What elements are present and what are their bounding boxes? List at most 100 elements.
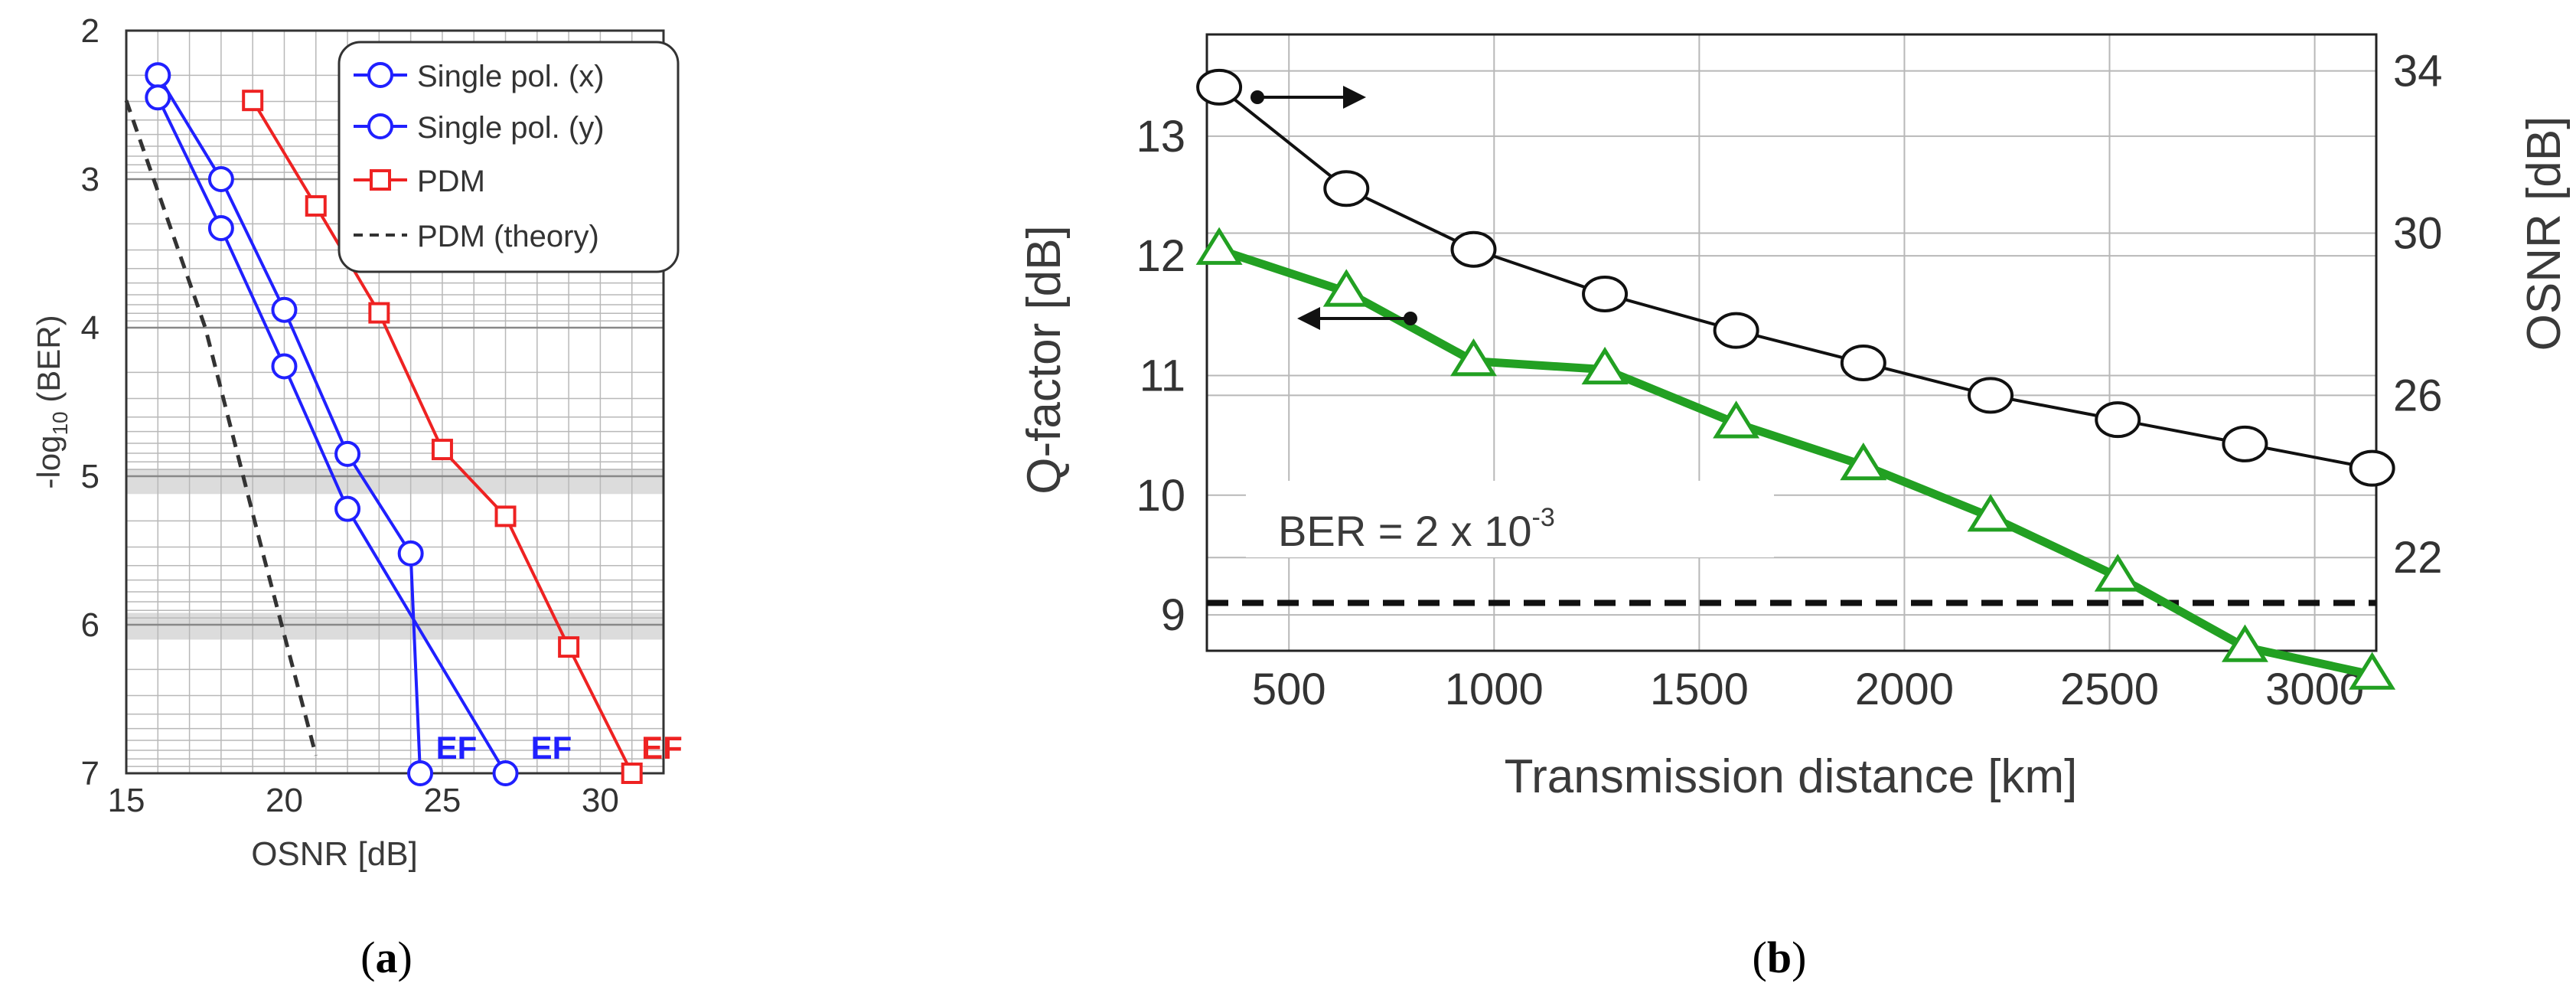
a-ytick-4: 6 xyxy=(81,606,99,644)
a-point-0-4 xyxy=(397,540,424,567)
a-legend-marks xyxy=(354,62,407,237)
a-ytick-0: 2 xyxy=(81,12,99,50)
b-point-0-3 xyxy=(1582,275,1629,312)
b-point-0-1 xyxy=(1323,170,1370,207)
a-point-1-2 xyxy=(271,353,298,380)
b-left-axis-arrow xyxy=(1297,307,1417,330)
a-tick-labels: 15 20 25 30 2 3 4 5 6 7 xyxy=(81,12,619,819)
a-point-2-0 xyxy=(242,90,264,112)
b-xtick-3: 2000 xyxy=(1855,665,1954,714)
b-point-0-2 xyxy=(1450,230,1497,268)
b-point-0-6 xyxy=(1968,377,2014,414)
b-ytick-left-4: 13 xyxy=(1136,112,1185,162)
a-series xyxy=(124,62,643,786)
b-point-1-0 xyxy=(1195,227,1243,265)
a-ef-label-0: EF xyxy=(436,730,478,766)
a-plot-frame xyxy=(125,29,665,775)
a-point-2-5 xyxy=(558,636,580,658)
a-point-1-1 xyxy=(207,215,234,242)
a-legend-label-single-y: Single pol. (y) xyxy=(417,111,605,145)
b-ytick-right-2: 30 xyxy=(2393,209,2443,259)
b-point-1-6 xyxy=(1967,494,2014,532)
b-series-line-1 xyxy=(1218,246,2373,679)
a-shaded-bands xyxy=(126,469,664,640)
b-right-arrow-dot xyxy=(1251,90,1264,104)
b-series-line-0 xyxy=(1218,86,2373,470)
a-legend-marker-0 xyxy=(367,62,393,88)
a-caption: (a) xyxy=(360,933,412,982)
a-xlabel: OSNR [dB] xyxy=(251,835,418,873)
b-point-0-0 xyxy=(1196,68,1243,106)
b-point-0-4 xyxy=(1713,312,1759,349)
a-xtick-0: 15 xyxy=(108,782,145,819)
a-series-line-0 xyxy=(156,74,422,774)
b-threshold-label-bg xyxy=(1246,481,1774,557)
a-point-2-2 xyxy=(368,302,390,324)
b-series xyxy=(1195,68,2396,690)
b-ytick-left-3: 12 xyxy=(1136,231,1185,281)
a-point-0-5 xyxy=(407,760,434,786)
a-legend: Single pol. (x) Single pol. (y) PDM PDM … xyxy=(337,41,680,273)
b-plot-frame xyxy=(1205,33,2378,652)
panel-a: 15 20 25 30 2 3 4 5 6 7 EF EF EF Single pol. (x) Si… xyxy=(31,12,683,982)
a-point-2-1 xyxy=(305,194,327,217)
a-xtick-1: 20 xyxy=(266,782,303,819)
a-ytick-3: 5 xyxy=(81,458,99,495)
b-point-1-1 xyxy=(1322,269,1370,307)
a-point-0-2 xyxy=(271,296,298,323)
b-threshold-label: BER = 2 x 10-3 xyxy=(1278,503,1555,555)
a-point-2-3 xyxy=(431,439,453,461)
a-point-1-4 xyxy=(492,760,519,786)
b-ytick-left-2: 11 xyxy=(1140,351,1185,400)
b-xtick-0: 500 xyxy=(1252,665,1326,714)
a-legend-label-pdm: PDM xyxy=(417,165,485,198)
a-legend-label-theory: PDM (theory) xyxy=(417,220,599,253)
a-legend-marker-2 xyxy=(370,169,391,191)
a-point-0-3 xyxy=(334,440,361,467)
a-ytick-5: 7 xyxy=(81,755,99,792)
b-ytick-right-3: 34 xyxy=(2393,47,2443,96)
a-shade-band-0 xyxy=(126,469,664,495)
b-ytick-left-1: 10 xyxy=(1136,471,1185,521)
b-xtick-1: 1000 xyxy=(1445,665,1544,714)
b-point-1-9 xyxy=(2349,652,2396,690)
a-ef-label-1: EF xyxy=(531,730,572,766)
a-ef-label-2: EF xyxy=(641,730,683,766)
a-point-2-6 xyxy=(621,763,643,784)
b-right-axis-arrow xyxy=(1251,86,1366,109)
b-grid xyxy=(1207,34,2376,651)
a-xtick-3: 30 xyxy=(582,782,619,819)
b-ytick-right-1: 26 xyxy=(2393,371,2443,420)
b-point-1-3 xyxy=(1581,346,1629,385)
b-point-1-5 xyxy=(1840,442,1887,481)
b-caption: (b) xyxy=(1753,933,1807,982)
b-xlabel: Transmission distance [km] xyxy=(1505,750,2078,803)
a-annotations: EF EF EF xyxy=(436,730,683,766)
a-ytick-1: 3 xyxy=(81,161,99,198)
b-ytick-left-0: 9 xyxy=(1161,590,1185,640)
b-point-0-5 xyxy=(1840,344,1886,381)
a-legend-box xyxy=(337,41,680,273)
a-shade-band-1 xyxy=(126,612,664,640)
b-ylabel-right: OSNR [dB] xyxy=(2518,116,2571,351)
b-right-arrow-head xyxy=(1343,86,1366,109)
a-point-2-4 xyxy=(494,505,517,528)
a-point-1-3 xyxy=(334,495,361,522)
a-legend-marker-1 xyxy=(367,113,393,139)
a-ytick-2: 4 xyxy=(81,309,99,347)
panel-b: 500 1000 1500 2000 2500 300091011121322263034… xyxy=(1018,33,2571,982)
b-ylabel-left: Q-factor [dB] xyxy=(1018,225,1071,494)
a-ylabel: -log10 (BER) xyxy=(31,315,72,488)
a-point-0-1 xyxy=(207,166,234,192)
b-left-arrow-dot xyxy=(1404,312,1417,325)
b-point-1-7 xyxy=(2094,554,2141,592)
a-xtick-2: 25 xyxy=(423,782,461,819)
b-point-1-2 xyxy=(1450,338,1497,377)
a-series-line-3 xyxy=(124,100,318,756)
b-point-0-9 xyxy=(2349,449,2395,487)
a-point-1-0 xyxy=(145,84,171,111)
b-point-0-8 xyxy=(2222,425,2268,462)
b-xtick-2: 1500 xyxy=(1650,665,1749,714)
a-legend-label-single-x: Single pol. (x) xyxy=(417,60,605,93)
